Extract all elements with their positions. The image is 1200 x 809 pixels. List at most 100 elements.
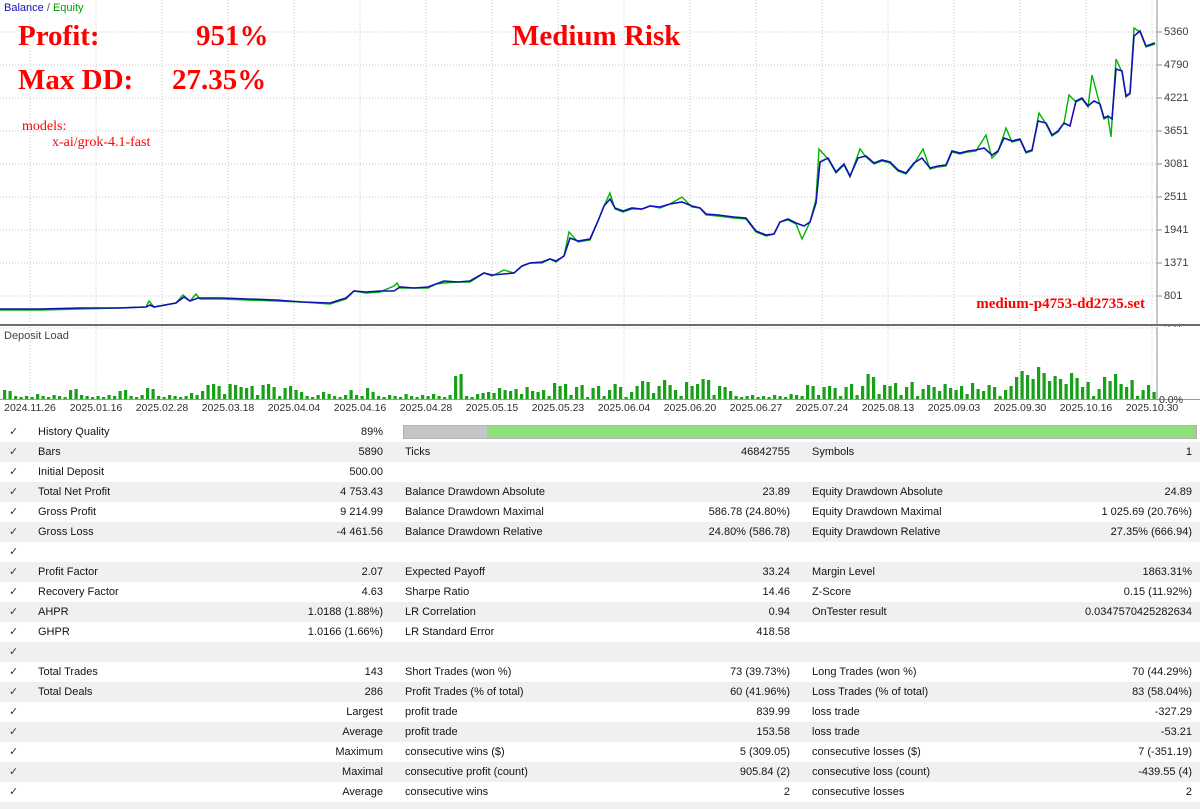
- metric-label: Recovery Factor: [38, 586, 119, 598]
- metric-value: 24.80% (586.78): [708, 526, 790, 538]
- check-icon: ✓: [9, 566, 19, 578]
- chart-legend: Balance / Equity: [4, 2, 84, 14]
- metric-value: 1: [1185, 446, 1192, 458]
- metric-value: 60 (41.96%): [730, 686, 790, 698]
- metric-label: Total Net Profit: [38, 486, 111, 498]
- table-row: ✓ GHPR 1.0166 (1.66%) LR Standard Error 418.…: [0, 622, 1200, 642]
- metric-label: profit trade: [405, 726, 458, 738]
- deposit-load-chart[interactable]: Deposit Load: [0, 327, 1200, 399]
- metric-label: AHPR: [38, 606, 69, 618]
- metric-value: 24.89: [1164, 486, 1192, 498]
- history-quality-progress-fill: [487, 426, 1196, 438]
- metric-label: Total Deals: [38, 686, 93, 698]
- history-quality-progress: [403, 425, 1197, 439]
- metric-value: 0.15 (11.92%): [1123, 586, 1192, 598]
- x-axis-date-label: 2025.05.15: [465, 402, 519, 414]
- y-axis-tick-label: 801: [1164, 290, 1183, 302]
- table-row: ✓ AHPR 1.0188 (1.88%) LR Correlation 0.94 OnT…: [0, 602, 1200, 622]
- check-icon: ✓: [9, 746, 19, 758]
- check-icon: ✓: [9, 606, 19, 618]
- metric-label: consecutive losses: [812, 786, 905, 798]
- metric-value: Average: [342, 726, 383, 738]
- metric-value: 0.94: [768, 606, 790, 618]
- table-row: ✓ Profit Factor 2.07 Expected Payoff 33.24 Ma…: [0, 562, 1200, 582]
- metric-label: Loss Trades (% of total): [812, 686, 929, 698]
- metric-label: Short Trades (won %): [405, 666, 512, 678]
- metric-value: -327.29: [1154, 706, 1192, 718]
- profit-value: 951%: [196, 20, 269, 52]
- metric-label: Sharpe Ratio: [405, 586, 470, 598]
- x-axis-date-label: 2025.10.30: [1125, 402, 1179, 414]
- metric-value: 70 (44.29%): [1132, 666, 1192, 678]
- table-row: ✓ Largest profit trade 839.99 loss trade -327…: [0, 702, 1200, 722]
- metric-value: 5 (309.05): [739, 746, 790, 758]
- metric-label: Total Trades: [38, 666, 98, 678]
- metric-value: 2: [1185, 786, 1192, 798]
- metric-label: LR Correlation: [405, 606, 476, 618]
- metric-label: Profit Factor: [38, 566, 98, 578]
- metric-value: -53.21: [1160, 726, 1192, 738]
- check-icon: ✓: [9, 726, 19, 738]
- x-axis-date-label: 2025.09.03: [927, 402, 981, 414]
- check-icon: ✓: [9, 646, 19, 658]
- max-dd-label: Max DD:: [18, 64, 134, 96]
- x-axis-date-label: 2025.04.16: [333, 402, 387, 414]
- table-row: ✓ Maximum consecutive wins ($) 5 (309.05) co…: [0, 742, 1200, 762]
- metric-label: profit trade: [405, 706, 458, 718]
- max-dd-value: 27.35%: [172, 64, 267, 96]
- x-axis-date-label: 2025.06.20: [663, 402, 717, 414]
- x-axis-date-label: 2025.04.28: [399, 402, 453, 414]
- metric-value: 286: [364, 686, 383, 698]
- metric-value: Maximal: [342, 766, 383, 778]
- metric-label: Equity Drawdown Relative: [812, 526, 941, 538]
- metric-label: Profit Trades (% of total): [405, 686, 524, 698]
- y-axis-tick-label: 3651: [1164, 125, 1189, 137]
- metric-value: 1.0188 (1.88%): [307, 606, 383, 618]
- x-axis-date-label: 2025.08.13: [861, 402, 915, 414]
- metric-value: 905.84 (2): [739, 766, 790, 778]
- deposit-load-right-label: 0.0%: [1159, 394, 1183, 406]
- metric-value: 89%: [360, 426, 383, 438]
- metric-value: 153.58: [756, 726, 790, 738]
- metric-label: loss trade: [812, 706, 860, 718]
- metric-label: GHPR: [38, 626, 70, 638]
- metric-value: 1863.31%: [1142, 566, 1192, 578]
- metric-value: 1.0166 (1.66%): [307, 626, 383, 638]
- table-row: ✓ History Quality 89%: [0, 422, 1200, 442]
- metric-value: -439.55 (4): [1138, 766, 1192, 778]
- metric-value: 27.35% (666.94): [1110, 526, 1192, 538]
- table-row: ✓: [0, 542, 1200, 562]
- y-axis-tick-label: 1371: [1164, 257, 1189, 269]
- balance-equity-chart[interactable]: Balance / Equity Profit: 951% Medium Ris…: [0, 0, 1200, 335]
- y-axis-tick-label: 5360: [1164, 26, 1189, 38]
- x-axis-date-label: 2025.06.27: [729, 402, 783, 414]
- metric-label: Bars: [38, 446, 61, 458]
- check-icon: ✓: [9, 786, 19, 798]
- x-axis-date-label: 2025.06.04: [597, 402, 651, 414]
- table-row: ✓ Total Trades 143 Short Trades (won %) 73 (…: [0, 662, 1200, 682]
- metric-label: Gross Loss: [38, 526, 94, 538]
- table-row: ✓ Gross Loss -4 461.56 Balance Drawdown Rel…: [0, 522, 1200, 542]
- metric-value: 33.24: [762, 566, 790, 578]
- x-axis-date-label: 2025.02.28: [135, 402, 189, 414]
- table-row: ✓ Recovery Factor 4.63 Sharpe Ratio 14.46 Z-S…: [0, 582, 1200, 602]
- x-axis-date-label: 2025.05.23: [531, 402, 585, 414]
- table-row: ✓ Bars 5890 Ticks 46842755 Symbols 1: [0, 442, 1200, 462]
- deposit-separator: [0, 399, 1200, 400]
- check-icon: ✓: [9, 666, 19, 678]
- metric-label: Margin Level: [812, 566, 875, 578]
- metric-label: Long Trades (won %): [812, 666, 917, 678]
- metric-value: 4 753.43: [340, 486, 383, 498]
- backtest-stats-table: ✓ History Quality 89% ✓ Bars 5890 Ticks 4684275…: [0, 422, 1200, 809]
- table-row: ✓ Gross Profit 9 214.99 Balance Drawdown Ma…: [0, 502, 1200, 522]
- metric-value: 73 (39.73%): [730, 666, 790, 678]
- metric-label: Balance Drawdown Maximal: [405, 506, 544, 518]
- table-row: ✓ Maximal consecutive profit (count) 905.84…: [0, 762, 1200, 782]
- x-axis-date-label: 2025.07.24: [795, 402, 849, 414]
- metric-label: consecutive loss (count): [812, 766, 930, 778]
- metric-value: 586.78 (24.80%): [708, 506, 790, 518]
- metric-label: consecutive wins: [405, 786, 489, 798]
- y-axis-tick-label: 4221: [1164, 92, 1189, 104]
- y-axis-tick-label: 4790: [1164, 59, 1189, 71]
- deposit-load-bars: [0, 327, 1158, 399]
